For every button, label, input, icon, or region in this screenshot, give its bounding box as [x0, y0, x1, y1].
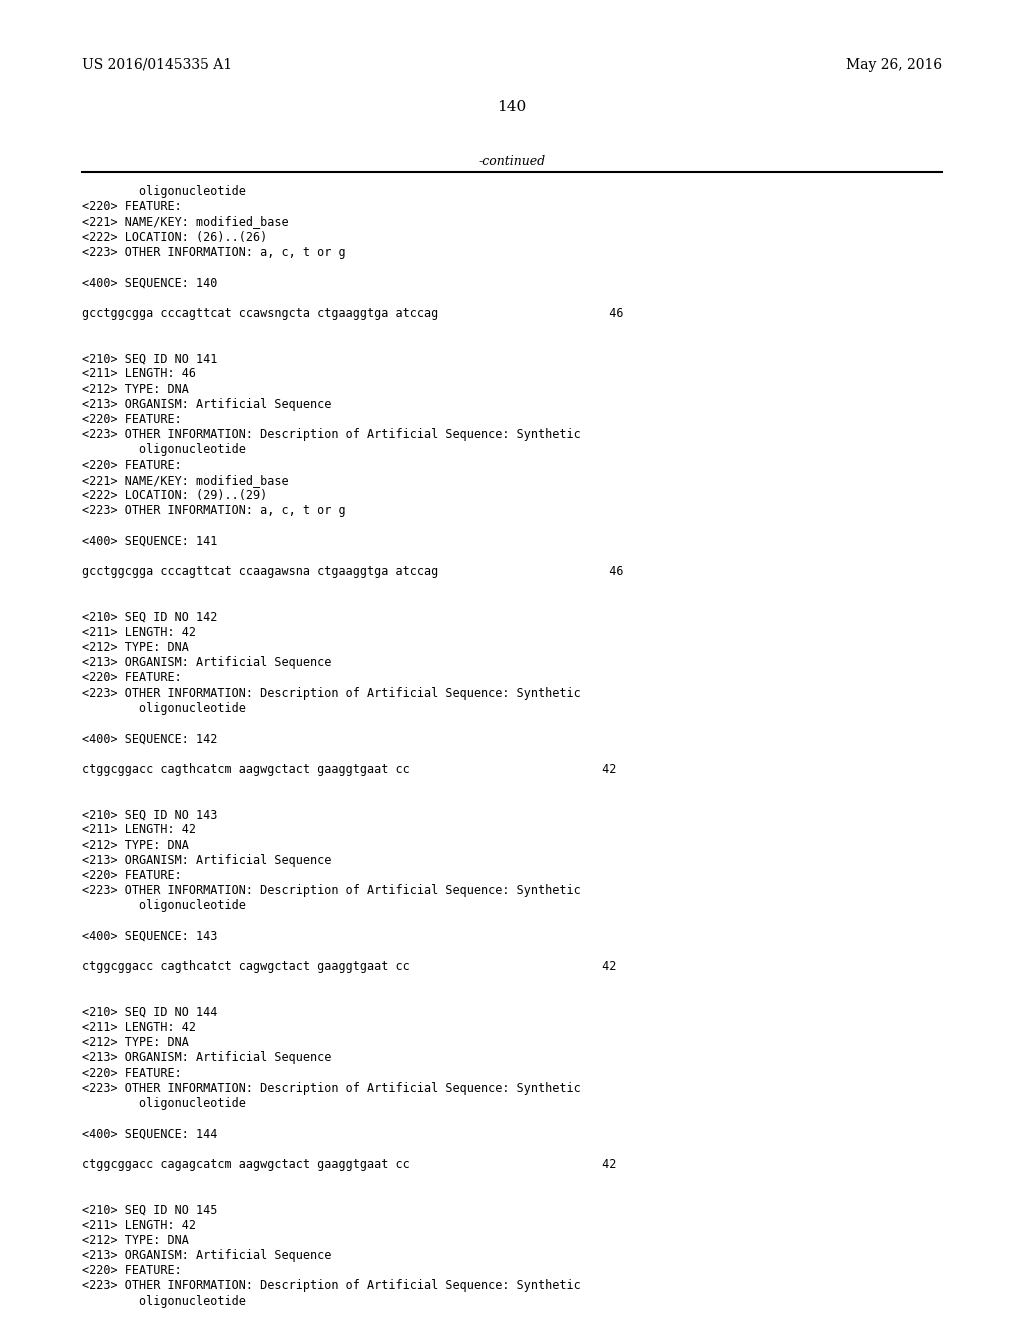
Text: <220> FEATURE:: <220> FEATURE:: [82, 672, 181, 684]
Text: <220> FEATURE:: <220> FEATURE:: [82, 413, 181, 426]
Text: <223> OTHER INFORMATION: Description of Artificial Sequence: Synthetic: <223> OTHER INFORMATION: Description of …: [82, 884, 581, 898]
Text: <221> NAME/KEY: modified_base: <221> NAME/KEY: modified_base: [82, 474, 289, 487]
Text: oligonucleotide: oligonucleotide: [82, 1295, 246, 1308]
Text: <212> TYPE: DNA: <212> TYPE: DNA: [82, 838, 188, 851]
Text: <223> OTHER INFORMATION: Description of Artificial Sequence: Synthetic: <223> OTHER INFORMATION: Description of …: [82, 1279, 581, 1292]
Text: <223> OTHER INFORMATION: Description of Artificial Sequence: Synthetic: <223> OTHER INFORMATION: Description of …: [82, 428, 581, 441]
Text: US 2016/0145335 A1: US 2016/0145335 A1: [82, 58, 232, 73]
Text: <210> SEQ ID NO 145: <210> SEQ ID NO 145: [82, 1204, 217, 1217]
Text: <400> SEQUENCE: 141: <400> SEQUENCE: 141: [82, 535, 217, 548]
Text: <221> NAME/KEY: modified_base: <221> NAME/KEY: modified_base: [82, 215, 289, 228]
Text: <213> ORGANISM: Artificial Sequence: <213> ORGANISM: Artificial Sequence: [82, 397, 332, 411]
Text: <223> OTHER INFORMATION: a, c, t or g: <223> OTHER INFORMATION: a, c, t or g: [82, 246, 346, 259]
Text: <213> ORGANISM: Artificial Sequence: <213> ORGANISM: Artificial Sequence: [82, 1052, 332, 1064]
Text: ctggcggacc cagthcatct cagwgctact gaaggtgaat cc                           42: ctggcggacc cagthcatct cagwgctact gaaggtg…: [82, 960, 616, 973]
Text: <211> LENGTH: 42: <211> LENGTH: 42: [82, 1218, 196, 1232]
Text: <223> OTHER INFORMATION: Description of Artificial Sequence: Synthetic: <223> OTHER INFORMATION: Description of …: [82, 686, 581, 700]
Text: 140: 140: [498, 100, 526, 114]
Text: <212> TYPE: DNA: <212> TYPE: DNA: [82, 1234, 188, 1247]
Text: ctggcggacc cagagcatcm aagwgctact gaaggtgaat cc                           42: ctggcggacc cagagcatcm aagwgctact gaaggtg…: [82, 1158, 616, 1171]
Text: <212> TYPE: DNA: <212> TYPE: DNA: [82, 383, 188, 396]
Text: <400> SEQUENCE: 144: <400> SEQUENCE: 144: [82, 1127, 217, 1140]
Text: ctggcggacc cagthcatcm aagwgctact gaaggtgaat cc                           42: ctggcggacc cagthcatcm aagwgctact gaaggtg…: [82, 763, 616, 776]
Text: <220> FEATURE:: <220> FEATURE:: [82, 1265, 181, 1278]
Text: <400> SEQUENCE: 140: <400> SEQUENCE: 140: [82, 276, 217, 289]
Text: <211> LENGTH: 42: <211> LENGTH: 42: [82, 626, 196, 639]
Text: <210> SEQ ID NO 143: <210> SEQ ID NO 143: [82, 808, 217, 821]
Text: <220> FEATURE:: <220> FEATURE:: [82, 458, 181, 471]
Text: <223> OTHER INFORMATION: a, c, t or g: <223> OTHER INFORMATION: a, c, t or g: [82, 504, 346, 517]
Text: gcctggcgga cccagttcat ccawsngcta ctgaaggtga atccag                        46: gcctggcgga cccagttcat ccawsngcta ctgaagg…: [82, 306, 624, 319]
Text: oligonucleotide: oligonucleotide: [82, 444, 246, 457]
Text: <222> LOCATION: (26)..(26): <222> LOCATION: (26)..(26): [82, 231, 267, 244]
Text: May 26, 2016: May 26, 2016: [846, 58, 942, 73]
Text: <210> SEQ ID NO 141: <210> SEQ ID NO 141: [82, 352, 217, 366]
Text: <211> LENGTH: 46: <211> LENGTH: 46: [82, 367, 196, 380]
Text: oligonucleotide: oligonucleotide: [82, 702, 246, 715]
Text: <220> FEATURE:: <220> FEATURE:: [82, 1067, 181, 1080]
Text: <213> ORGANISM: Artificial Sequence: <213> ORGANISM: Artificial Sequence: [82, 854, 332, 867]
Text: <211> LENGTH: 42: <211> LENGTH: 42: [82, 824, 196, 837]
Text: oligonucleotide: oligonucleotide: [82, 185, 246, 198]
Text: <210> SEQ ID NO 142: <210> SEQ ID NO 142: [82, 611, 217, 623]
Text: gcctggcgga cccagttcat ccaagawsna ctgaaggtga atccag                        46: gcctggcgga cccagttcat ccaagawsna ctgaagg…: [82, 565, 624, 578]
Text: <222> LOCATION: (29)..(29): <222> LOCATION: (29)..(29): [82, 488, 267, 502]
Text: <400> SEQUENCE: 142: <400> SEQUENCE: 142: [82, 733, 217, 746]
Text: <211> LENGTH: 42: <211> LENGTH: 42: [82, 1020, 196, 1034]
Text: <400> SEQUENCE: 143: <400> SEQUENCE: 143: [82, 929, 217, 942]
Text: <220> FEATURE:: <220> FEATURE:: [82, 201, 181, 214]
Text: <212> TYPE: DNA: <212> TYPE: DNA: [82, 642, 188, 653]
Text: <212> TYPE: DNA: <212> TYPE: DNA: [82, 1036, 188, 1049]
Text: <213> ORGANISM: Artificial Sequence: <213> ORGANISM: Artificial Sequence: [82, 656, 332, 669]
Text: oligonucleotide: oligonucleotide: [82, 1097, 246, 1110]
Text: oligonucleotide: oligonucleotide: [82, 899, 246, 912]
Text: <210> SEQ ID NO 144: <210> SEQ ID NO 144: [82, 1006, 217, 1019]
Text: <213> ORGANISM: Artificial Sequence: <213> ORGANISM: Artificial Sequence: [82, 1249, 332, 1262]
Text: <220> FEATURE:: <220> FEATURE:: [82, 869, 181, 882]
Text: <223> OTHER INFORMATION: Description of Artificial Sequence: Synthetic: <223> OTHER INFORMATION: Description of …: [82, 1082, 581, 1094]
Text: -continued: -continued: [478, 154, 546, 168]
